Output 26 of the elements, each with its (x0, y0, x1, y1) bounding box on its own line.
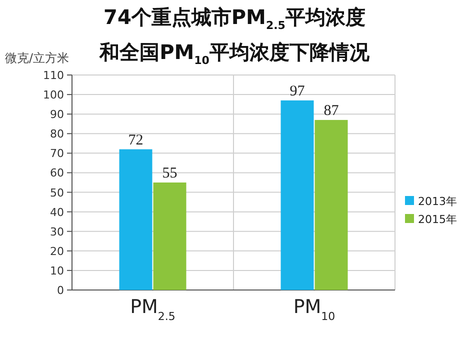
data-label: 72 (128, 132, 144, 148)
x-tick-label: PM$_{2.5}$ (130, 296, 176, 322)
bar (314, 120, 348, 290)
bar (153, 182, 186, 290)
data-label: 97 (290, 83, 306, 100)
y-tick-label: 50 (50, 186, 64, 200)
legend-label: 2015年 (418, 213, 457, 226)
y-tick-label: 70 (50, 147, 64, 160)
y-tick-label: 10 (50, 264, 64, 278)
y-tick-label: 110 (43, 69, 64, 82)
y-tick-label: 90 (50, 108, 64, 122)
y-tick-label: 80 (50, 128, 64, 141)
x-tick-label: PM$_{10}$ (293, 296, 336, 322)
data-label: 87 (324, 102, 340, 119)
chart-title: 74个重点城市PM$_{2.5}$平均浓度和全国PM$_{10}$平均浓度下降情况 (100, 5, 370, 67)
y-tick-label: 20 (50, 244, 64, 258)
y-tick-label: 60 (50, 166, 64, 180)
y-tick-label: 100 (43, 88, 64, 102)
bar (280, 100, 314, 290)
data-label: 55 (162, 166, 178, 182)
y-tick-label: 0 (57, 284, 64, 297)
y-tick-label: 30 (50, 225, 64, 238)
y-tick-label: 40 (50, 206, 64, 219)
y-axis-title: 微克/立方米 (5, 51, 70, 65)
legend-label: 2013年 (418, 195, 457, 208)
bar (119, 149, 152, 290)
